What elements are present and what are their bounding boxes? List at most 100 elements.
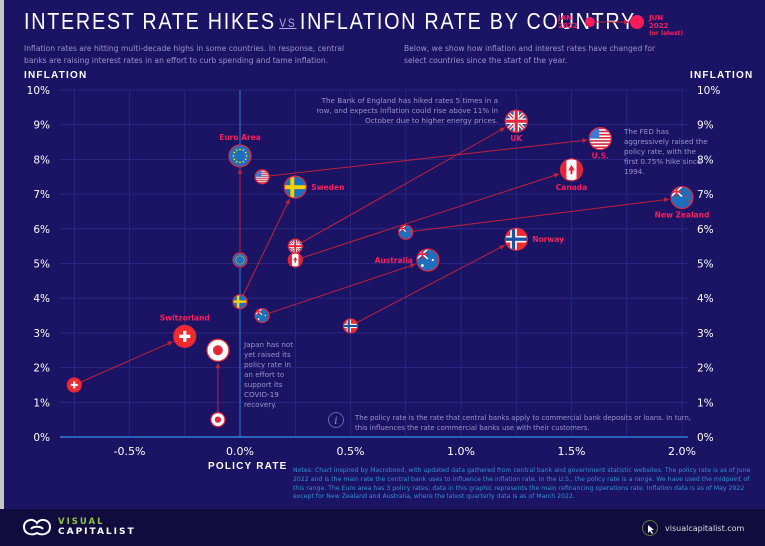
arrowhead-switzerland bbox=[167, 341, 173, 346]
y-tick-label-left: 3% bbox=[33, 328, 50, 340]
y-tick-label-left: 0% bbox=[33, 432, 50, 444]
marker-jun-uk bbox=[504, 109, 528, 133]
marker-jan-sweden bbox=[232, 294, 248, 310]
y-tick-label-right: 1% bbox=[697, 397, 714, 409]
tick-labels: 0% 0% 1% 1% 2% 2% 3% 3% 4% 4% 5% 5% 6% 6% 7% 7% 8% 8% 9% 9%… bbox=[27, 85, 721, 458]
marker-jun-switzerland bbox=[173, 324, 197, 348]
country-label-uk: UK bbox=[510, 134, 523, 143]
title-part1: INTEREST RATE HIKES bbox=[24, 8, 276, 34]
marker-jan-switzerland bbox=[66, 377, 82, 393]
y-tick-label-right: 9% bbox=[697, 120, 714, 132]
brand-line1: VISUAL bbox=[58, 517, 105, 527]
x-tick-label: 1.5% bbox=[558, 445, 586, 458]
marker-jan-japan bbox=[210, 412, 226, 428]
marker-jan-canada bbox=[287, 252, 303, 268]
marker-jan-uk bbox=[287, 238, 303, 254]
arrowhead-australia bbox=[409, 263, 416, 269]
marker-jun-japan bbox=[206, 338, 230, 362]
y-tick-label-left: 1% bbox=[33, 397, 50, 409]
arrow-norway bbox=[356, 244, 505, 324]
y-tick-label-left: 6% bbox=[33, 224, 50, 236]
legend-arrowhead bbox=[624, 19, 629, 25]
x-axis-title: POLICY RATE bbox=[208, 461, 288, 472]
y-tick-label-right: 3% bbox=[697, 328, 714, 340]
country-label-u-s: U.S. bbox=[592, 152, 609, 161]
arrowhead-u-s bbox=[582, 138, 588, 144]
y-tick-label-right: 8% bbox=[697, 154, 714, 166]
window-edge bbox=[0, 0, 4, 546]
x-tick-label: -0.5% bbox=[114, 445, 146, 458]
country-label-norway: Norway bbox=[532, 235, 564, 244]
y-tick-label-left: 2% bbox=[33, 363, 50, 375]
y-tick-label-right: 0% bbox=[697, 432, 714, 444]
legend-start-dot bbox=[585, 17, 595, 27]
y-axis-title-right: INFLATION bbox=[690, 70, 754, 81]
country-label-new-zealand: New Zealand bbox=[655, 211, 710, 220]
y-tick-label-right: 6% bbox=[697, 224, 714, 236]
country-label-euro-area: Euro Area bbox=[219, 133, 261, 142]
arrowhead-norway bbox=[499, 245, 505, 250]
arrowhead-euro-area bbox=[237, 168, 243, 174]
y-tick-label-left: 4% bbox=[33, 293, 50, 305]
y-tick-label-left: 5% bbox=[33, 259, 50, 271]
marker-jun-u-s bbox=[588, 126, 612, 151]
info-icon[interactable]: i bbox=[327, 411, 345, 429]
footer bbox=[0, 509, 765, 546]
arrowhead-canada bbox=[553, 173, 560, 178]
title-part2: INFLATION RATE BY COUNTRY bbox=[299, 8, 636, 34]
marker-jun-australia bbox=[416, 248, 440, 272]
y-tick-label-left: 9% bbox=[33, 120, 50, 132]
arrows bbox=[80, 127, 670, 413]
legend: JAN 2022 JUN 2022 (or latest) bbox=[554, 10, 683, 40]
country-label-australia: Australia bbox=[375, 256, 413, 265]
marker-jun-canada bbox=[559, 158, 584, 182]
annotation-uk: The Bank of England has hiked rates 5 ti… bbox=[316, 96, 498, 125]
arrow-uk bbox=[301, 127, 506, 244]
y-tick-label-right: 7% bbox=[697, 189, 714, 201]
annotation-us: The FED has aggressively raised the poli… bbox=[624, 127, 708, 176]
y-tick-label-right: 2% bbox=[697, 363, 714, 375]
marker-jan-euro-area bbox=[232, 252, 248, 268]
country-label-canada: Canada bbox=[556, 183, 587, 192]
country-labels: Euro Area U.S. Sweden UK Canada New Zealand Au… bbox=[160, 133, 710, 322]
marker-jun-new-zealand bbox=[670, 185, 694, 210]
x-tick-label: 0.5% bbox=[337, 445, 365, 458]
y-axis-title-left: INFLATION bbox=[24, 70, 88, 81]
country-label-sweden: Sweden bbox=[311, 183, 344, 192]
arrow-switzerland bbox=[80, 341, 174, 383]
legend-start-label: JAN 2022 bbox=[558, 14, 578, 30]
y-tick-label-right: 4% bbox=[697, 293, 714, 305]
marker-jun-norway bbox=[504, 227, 528, 251]
marker-jan-u-s bbox=[254, 169, 270, 185]
visual-capitalist-logo-icon bbox=[22, 518, 52, 536]
annotation-japan: Japan has not yet raised its policy rate… bbox=[244, 340, 294, 409]
x-tick-label: 2.0% bbox=[668, 445, 696, 458]
y-tick-label-right: 5% bbox=[697, 259, 714, 271]
y-tick-label-right: 10% bbox=[697, 85, 720, 97]
markers bbox=[66, 109, 694, 428]
marker-jan-australia bbox=[254, 307, 270, 324]
page-title: INTEREST RATE HIKES VS INFLATION RATE BY C… bbox=[24, 8, 636, 35]
marker-jun-sweden bbox=[283, 175, 307, 199]
arrow-new-zealand bbox=[412, 198, 670, 232]
website-link[interactable]: visualcapitalist.com bbox=[665, 524, 745, 533]
legend-end-dot bbox=[630, 15, 644, 29]
arrow-canada bbox=[301, 173, 560, 259]
marker-jan-norway bbox=[342, 318, 359, 334]
x-tick-label: 1.0% bbox=[447, 445, 475, 458]
arrowhead-sweden bbox=[285, 198, 290, 205]
notes: Notes: Chart inspired by Macrobond, with… bbox=[293, 467, 751, 501]
y-tick-label-left: 8% bbox=[33, 154, 50, 166]
y-tick-label-left: 7% bbox=[33, 189, 50, 201]
x-tick-label: 0.0% bbox=[226, 445, 254, 458]
arrowhead-new-zealand bbox=[663, 197, 670, 203]
marker-jan-new-zealand bbox=[398, 224, 414, 240]
country-label-switzerland: Switzerland bbox=[160, 313, 210, 322]
arrow-sweden bbox=[242, 198, 291, 296]
legend-end-label: JUN 2022 bbox=[649, 14, 669, 30]
y-tick-label-left: 10% bbox=[27, 85, 50, 97]
arrow-u-s bbox=[268, 139, 588, 177]
subtitle-right: Below, we show how inflation and interes… bbox=[404, 44, 656, 65]
legend-graphic bbox=[585, 15, 644, 29]
